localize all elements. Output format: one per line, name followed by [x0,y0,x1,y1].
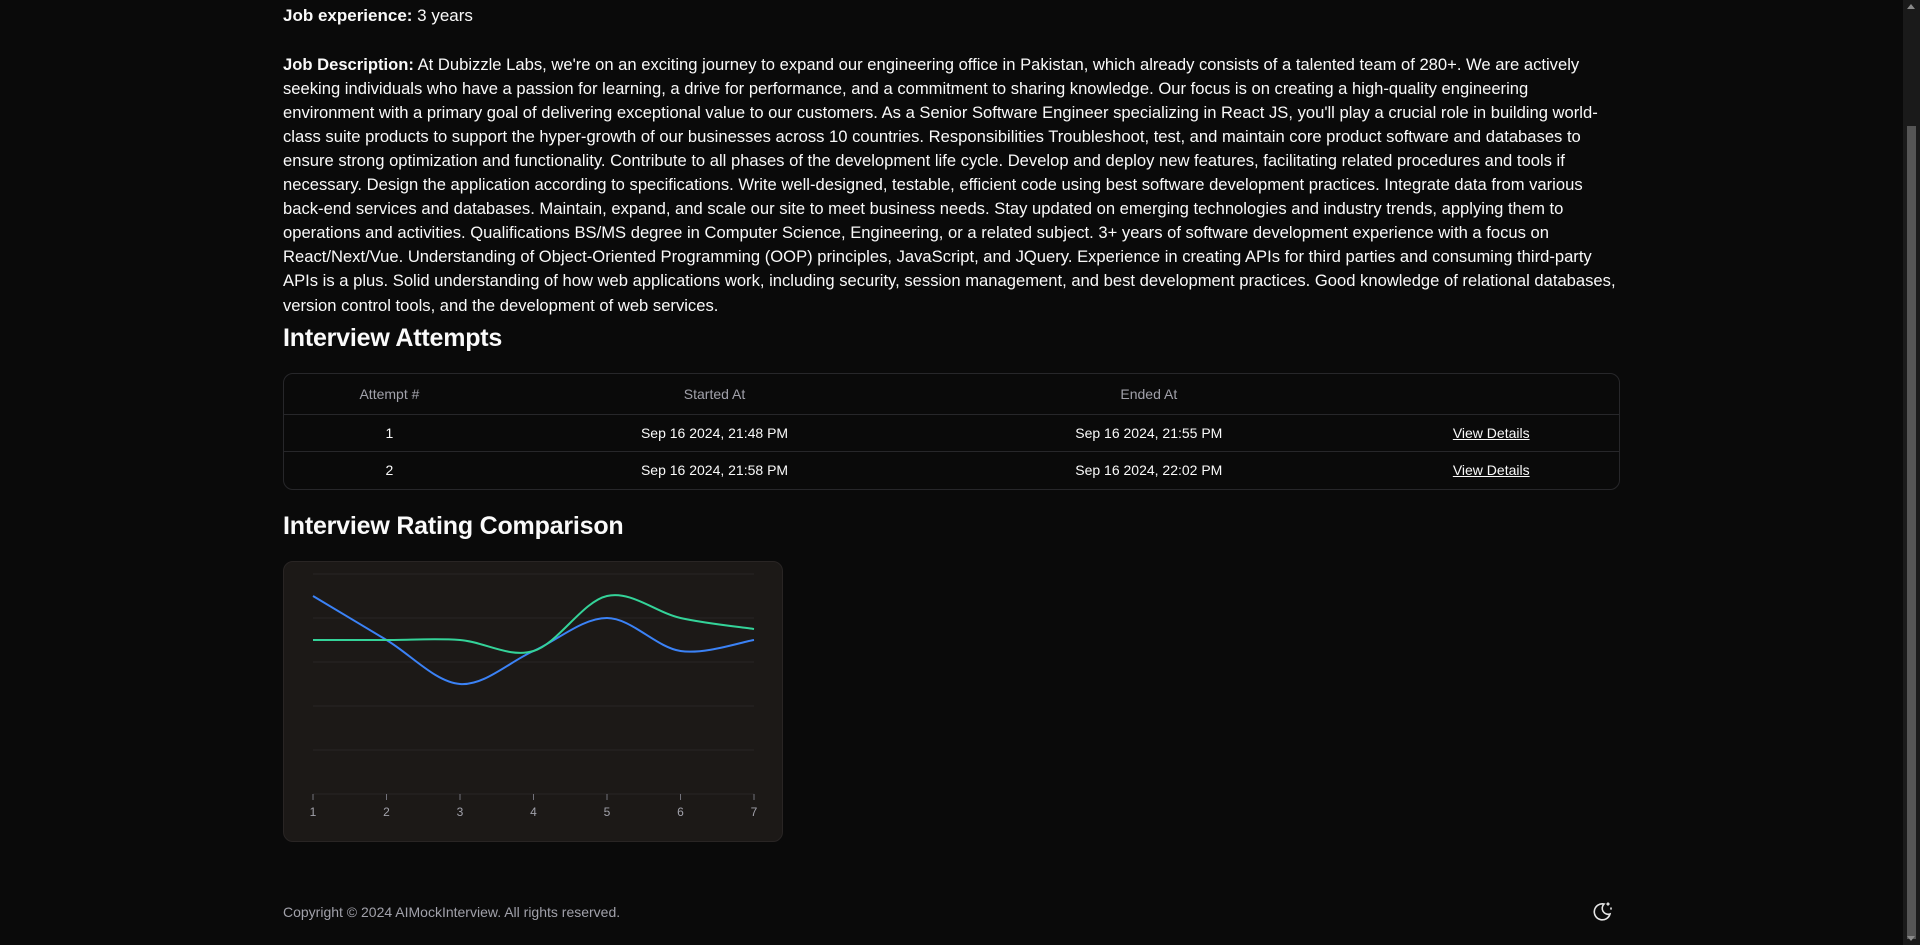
job-experience-value: 3 years [412,6,473,25]
attempts-table: Attempt # Started At Ended At 1 Sep 16 2… [283,373,1620,490]
table-row: 1 Sep 16 2024, 21:48 PM Sep 16 2024, 21:… [284,414,1619,451]
rating-chart-card: 1 2 3 4 5 6 7 [283,561,783,842]
scroll-thumb[interactable] [1907,126,1916,939]
x-tick-label: 1 [310,805,317,819]
theme-toggle-button[interactable] [1590,900,1614,924]
job-description: Job Description: At Dubizzle Labs, we're… [283,53,1620,318]
job-experience-label: Job experience: [283,6,413,25]
rating-line-chart: 1 2 3 4 5 6 7 [310,573,758,819]
rating-comparison-heading: Interview Rating Comparison [283,512,624,540]
actions-cell: View Details [1363,414,1619,451]
column-header-started: Started At [683,385,746,402]
moon-sun-icon [1593,902,1612,921]
interview-attempts-heading: Interview Attempts [283,324,503,352]
scroll-up-arrow-icon[interactable] [1907,4,1915,9]
view-details-link[interactable]: View Details [1452,424,1530,441]
x-tick-label: 6 [677,805,684,819]
started-at: Sep 16 2024, 21:58 PM [640,461,789,478]
ended-at: Sep 16 2024, 21:55 PM [1075,424,1223,441]
job-description-label: Job Description: [283,54,414,74]
job-description-text: At Dubizzle Labs, we're on an exciting j… [283,54,1616,315]
x-tick-label: 7 [751,805,758,819]
table-header-row: Attempt # Started At Ended At [284,374,1619,414]
started-at: Sep 16 2024, 21:48 PM [640,424,789,441]
series-line-2 [312,594,755,654]
scroll-down-arrow-icon[interactable] [1907,936,1915,941]
attempt-number: 2 [385,461,394,478]
x-tick-label: 3 [457,805,464,819]
page-scrollbar[interactable] [1903,0,1920,945]
attempt-number: 1 [385,424,394,441]
view-details-link[interactable]: View Details [1452,461,1530,478]
ended-at: Sep 16 2024, 22:02 PM [1075,461,1223,478]
column-header-attempt: Attempt # [359,385,420,402]
actions-cell: View Details [1363,451,1619,488]
column-header-actions [1363,374,1619,414]
job-experience: Job experience: 3 years [283,4,473,28]
x-tick-label: 4 [530,805,537,819]
x-tick-label: 2 [383,805,390,819]
column-header-ended: Ended At [1120,385,1178,402]
x-tick-label: 5 [604,805,611,819]
footer-copyright: Copyright © 2024 AIMockInterview. All ri… [283,904,621,920]
table-row: 2 Sep 16 2024, 21:58 PM Sep 16 2024, 22:… [284,451,1619,488]
